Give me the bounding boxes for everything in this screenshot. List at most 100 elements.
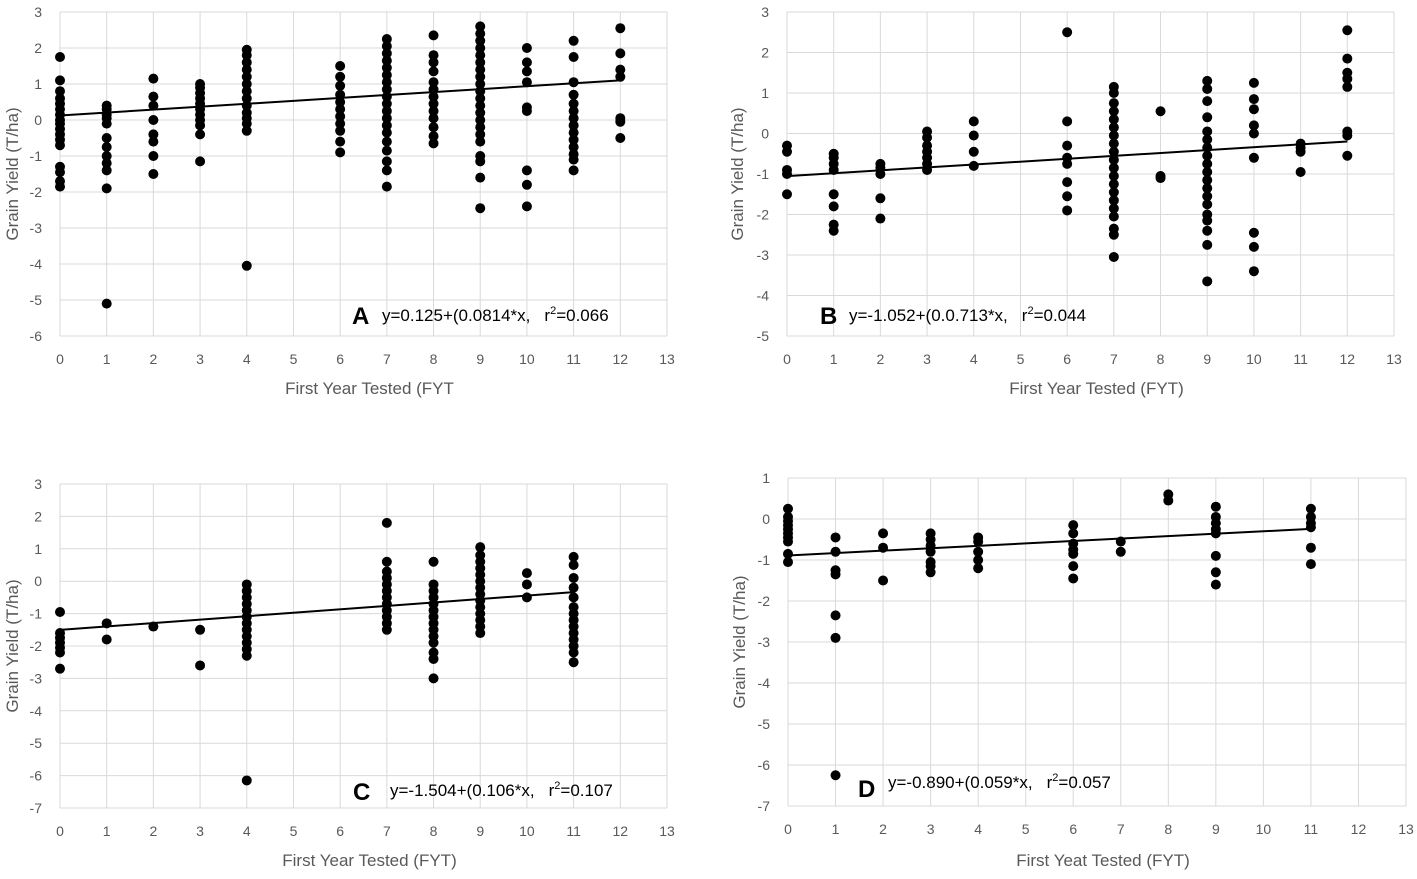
x-axis-label: First Year Tested (FYT) <box>1009 379 1183 398</box>
data-point <box>428 50 439 61</box>
data-point <box>830 632 841 643</box>
panel-letter: D <box>858 776 875 803</box>
data-point <box>783 503 793 514</box>
data-point <box>381 517 392 528</box>
data-point <box>1108 162 1119 173</box>
data-point <box>101 158 112 169</box>
x-tick-label: 13 <box>1386 351 1402 367</box>
x-tick-label: 12 <box>613 351 629 367</box>
regression-equation: y=-0.890+(0.059*x, r2=0.057 <box>888 772 1111 792</box>
data-point <box>783 557 793 568</box>
y-tick-label: -6 <box>30 328 43 344</box>
data-point <box>101 118 112 129</box>
data-point <box>828 225 839 236</box>
data-point <box>830 610 841 621</box>
data-point <box>475 172 486 183</box>
data-point <box>1202 175 1213 186</box>
data-point <box>1202 239 1213 250</box>
data-point <box>1062 116 1073 127</box>
x-tick-label: 7 <box>1110 351 1118 367</box>
data-point <box>1202 276 1213 287</box>
y-tick-label: 0 <box>761 126 769 142</box>
data-point <box>195 624 206 635</box>
y-tick-label: -3 <box>30 220 43 236</box>
x-tick-label: 4 <box>243 823 251 839</box>
data-point <box>475 115 486 125</box>
panel-letter: C <box>353 779 370 806</box>
trendline <box>59 591 574 631</box>
x-tick-label: 5 <box>290 823 298 839</box>
data-point <box>428 30 439 41</box>
data-point <box>148 151 159 161</box>
x-tick-label: 9 <box>476 351 484 367</box>
x-tick-label: 5 <box>1017 351 1025 367</box>
data-point <box>55 140 65 151</box>
data-point <box>782 169 792 179</box>
data-point <box>615 23 626 34</box>
data-point <box>1108 106 1119 117</box>
data-point <box>1108 252 1119 263</box>
data-point <box>381 84 392 95</box>
data-point <box>475 21 486 32</box>
data-point <box>381 556 392 567</box>
data-point <box>1342 81 1353 92</box>
x-tick-label: 9 <box>476 823 484 839</box>
x-tick-label: 6 <box>1063 351 1071 367</box>
data-point <box>241 79 252 89</box>
data-point <box>475 203 486 214</box>
x-tick-label: 1 <box>830 351 838 367</box>
data-point <box>475 122 486 133</box>
data-point <box>241 57 252 68</box>
data-point <box>521 201 532 212</box>
data-point <box>1210 501 1221 512</box>
data-point <box>973 536 984 547</box>
y-tick-label: 3 <box>761 4 769 20</box>
data-point <box>1062 158 1073 169</box>
equation-formula: y=0.125+(0.0814*x, <box>382 306 530 325</box>
data-point <box>475 136 486 147</box>
y-tick-label: 1 <box>761 85 769 101</box>
y-tick-label: -2 <box>757 207 770 223</box>
data-point <box>568 106 579 116</box>
x-tick-label: 7 <box>383 823 391 839</box>
x-tick-label: 12 <box>613 823 629 839</box>
data-point <box>1305 559 1316 570</box>
y-tick-label: -5 <box>758 716 771 732</box>
x-tick-label: 12 <box>1340 351 1356 367</box>
data-point <box>428 91 439 102</box>
data-point <box>335 111 346 122</box>
data-point <box>241 64 252 75</box>
x-tick-label: 6 <box>336 823 344 839</box>
data-point <box>1248 77 1259 88</box>
data-point <box>828 189 839 200</box>
y-tick-label: 0 <box>34 112 42 128</box>
data-point <box>381 127 392 138</box>
r2-label: r <box>1022 306 1028 325</box>
r2-superscript: 2 <box>1027 305 1033 317</box>
data-point <box>1248 128 1259 139</box>
data-point <box>615 116 626 127</box>
data-point <box>475 107 486 118</box>
y-tick-label: 3 <box>34 4 42 20</box>
data-point <box>568 142 579 152</box>
data-point <box>568 592 579 603</box>
x-tick-label: 4 <box>970 351 978 367</box>
x-axis-label: First Year Tested (FYT <box>285 379 454 398</box>
data-point <box>568 113 579 124</box>
data-point <box>428 57 439 68</box>
data-point <box>1202 225 1213 236</box>
data-point <box>475 35 486 46</box>
data-point <box>55 86 65 97</box>
data-point <box>1068 528 1079 539</box>
data-point <box>428 131 439 142</box>
y-tick-label: -6 <box>758 757 771 773</box>
data-point <box>568 582 579 593</box>
equation-formula: y=-1.052+(0.0.713*x, <box>849 306 1008 325</box>
y-tick-label: 2 <box>761 45 769 61</box>
y-tick-label: -1 <box>30 606 43 622</box>
data-point <box>475 57 486 68</box>
x-tick-label: 0 <box>56 351 64 367</box>
data-point <box>241 118 252 129</box>
data-point <box>475 628 486 639</box>
